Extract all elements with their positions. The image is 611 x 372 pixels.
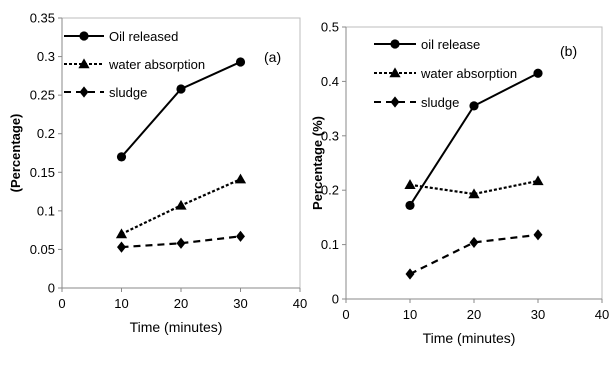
legend-entry: sludge xyxy=(421,95,459,110)
series-line-2 xyxy=(409,233,539,275)
legend-marker xyxy=(79,86,89,98)
data-point xyxy=(468,188,480,199)
y-tick-label: 0.05 xyxy=(30,242,55,257)
x-axis-title: Time (minutes) xyxy=(423,330,516,346)
data-point xyxy=(116,152,127,162)
chart-panel-b: 0 0.1 0.2 0.3 0.4 0.5 0 10 20 30 40 Time (minutes) P… xyxy=(310,20,609,347)
legend-marker xyxy=(78,58,90,69)
data-point xyxy=(405,268,415,280)
legend-entry: sludge xyxy=(109,85,147,100)
data-point xyxy=(469,236,479,249)
legend-entry: Oil released xyxy=(109,29,178,44)
y-tick-label: 0.25 xyxy=(30,88,55,103)
legend-marker xyxy=(79,31,89,41)
x-tick-label: 0 xyxy=(342,307,349,322)
y-tick-label: 0 xyxy=(48,281,55,296)
data-point xyxy=(234,173,247,184)
panel-label: (a) xyxy=(264,49,281,65)
legend-marker xyxy=(390,39,400,49)
y-tick-label: 0.2 xyxy=(321,183,339,198)
series-line-1 xyxy=(409,179,539,196)
x-tick-label: 30 xyxy=(531,307,545,322)
legend-entry: water absorption xyxy=(108,57,205,72)
y-tick-label: 0.5 xyxy=(321,20,339,35)
y-tick-label: 0 xyxy=(332,292,339,307)
data-point xyxy=(533,229,543,241)
y-tick-label: 0.2 xyxy=(37,126,55,141)
x-tick-label: 10 xyxy=(403,307,417,322)
series-line-0 xyxy=(120,61,241,158)
y-tick-label: 0.15 xyxy=(30,165,55,180)
data-point xyxy=(404,179,416,189)
chart-panel-a: 0 0.05 0.1 0.15 0.2 0.25 0.3 0.35 0 10 20 30 40 Time … xyxy=(8,11,307,336)
data-point xyxy=(533,68,543,78)
data-point xyxy=(117,241,126,253)
x-axis-title: Time (minutes) xyxy=(130,319,223,335)
y-tick-label: 0.3 xyxy=(321,128,339,143)
legend-marker xyxy=(390,96,400,108)
panel-label: (b) xyxy=(560,43,577,59)
x-tick-label: 30 xyxy=(233,296,247,311)
legend-entry: oil release xyxy=(421,37,480,52)
x-tick-label: 20 xyxy=(174,296,188,311)
x-tick-label: 10 xyxy=(114,296,128,311)
x-tick-label: 0 xyxy=(58,296,65,311)
data-point xyxy=(176,84,186,94)
data-point xyxy=(235,57,246,67)
data-point xyxy=(115,228,128,239)
x-tick-label: 40 xyxy=(293,296,307,311)
x-tick-label: 40 xyxy=(595,307,609,322)
data-point xyxy=(532,175,544,186)
y-tick-label: 0.35 xyxy=(30,11,55,26)
y-tick-label: 0.4 xyxy=(321,74,339,89)
legend-marker xyxy=(389,67,401,78)
y-tick-label: 0.1 xyxy=(321,237,339,252)
x-tick-label: 20 xyxy=(467,307,481,322)
y-axis-title: Percentage (%) xyxy=(310,116,325,210)
y-axis-title: (Percentage) xyxy=(8,114,23,193)
data-point xyxy=(175,199,187,210)
data-point xyxy=(236,230,245,242)
data-point xyxy=(176,237,186,249)
data-point xyxy=(469,101,479,111)
y-tick-label: 0.1 xyxy=(37,203,55,218)
series-line-2 xyxy=(121,235,241,249)
legend-entry: water absorption xyxy=(420,66,517,81)
data-point xyxy=(405,200,415,211)
y-tick-label: 0.3 xyxy=(37,49,55,64)
